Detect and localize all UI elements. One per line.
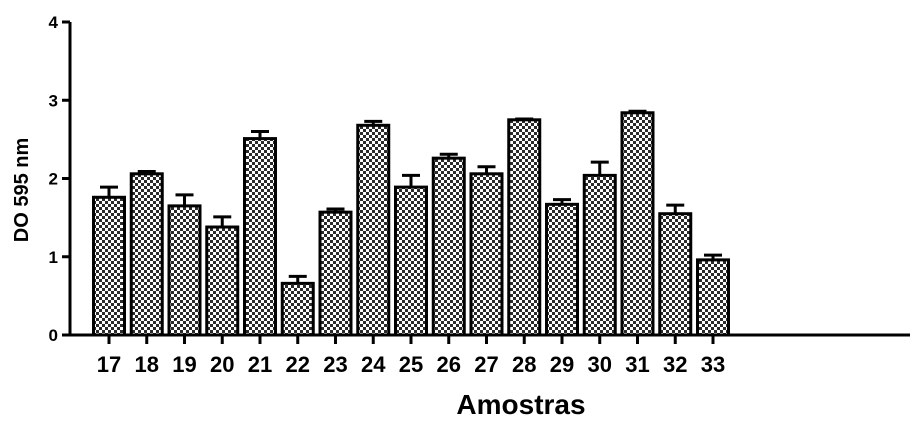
x-tick-label: 24 bbox=[361, 352, 386, 377]
x-tick-label: 26 bbox=[437, 352, 461, 377]
bar bbox=[356, 123, 391, 337]
x-tick-label: 19 bbox=[172, 352, 196, 377]
bar bbox=[469, 172, 504, 337]
x-ticks-group: 17 18 19 20 21 22 23 24 25 26 27 28 29 30 31 32 33 bbox=[97, 335, 725, 377]
y-tick-label: 4 bbox=[49, 13, 59, 32]
x-tick-label: 17 bbox=[97, 352, 121, 377]
y-ticks-group: 0 1 2 3 4 bbox=[49, 13, 70, 345]
y-tick-label: 2 bbox=[49, 170, 58, 189]
x-axis-title: Amostras bbox=[456, 389, 585, 420]
bar bbox=[507, 118, 542, 337]
x-tick-label: 25 bbox=[399, 352, 423, 377]
x-tick-label: 20 bbox=[210, 352, 234, 377]
bar bbox=[318, 210, 353, 337]
bar bbox=[167, 204, 202, 337]
y-tick-label: 1 bbox=[49, 248, 58, 267]
x-tick-label: 27 bbox=[474, 352, 498, 377]
error-bars-group bbox=[100, 109, 722, 284]
x-tick-label: 32 bbox=[663, 352, 687, 377]
bar bbox=[92, 195, 126, 337]
y-tick-label: 0 bbox=[49, 326, 58, 345]
bar bbox=[129, 172, 164, 337]
bar bbox=[582, 173, 617, 337]
x-tick-label: 31 bbox=[625, 352, 649, 377]
bar bbox=[280, 281, 315, 337]
x-tick-label: 29 bbox=[550, 352, 574, 377]
bar bbox=[205, 225, 240, 337]
bar bbox=[431, 156, 466, 337]
y-tick-label: 3 bbox=[49, 91, 58, 110]
bars-group bbox=[92, 111, 730, 337]
x-tick-label: 22 bbox=[286, 352, 310, 377]
x-tick-label: 28 bbox=[512, 352, 536, 377]
x-tick-label: 33 bbox=[701, 352, 725, 377]
bar bbox=[545, 202, 579, 337]
bar bbox=[394, 185, 428, 337]
x-tick-label: 30 bbox=[588, 352, 612, 377]
x-tick-label: 23 bbox=[323, 352, 347, 377]
y-axis-title: DO 595 nm bbox=[11, 138, 33, 242]
bar bbox=[658, 212, 693, 337]
bar bbox=[696, 258, 730, 337]
bar bbox=[243, 137, 277, 337]
x-tick-label: 21 bbox=[248, 352, 272, 377]
bar bbox=[620, 111, 655, 337]
x-tick-label: 18 bbox=[135, 352, 159, 377]
